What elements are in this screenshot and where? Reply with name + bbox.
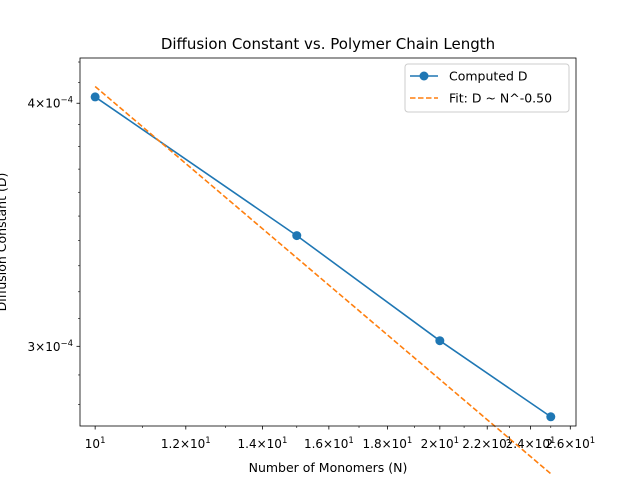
x-tick-label: 1.4×101	[238, 436, 288, 451]
y-axis-ticks: 4×10−4 3×10−4	[28, 61, 80, 405]
y-tick-label: 4×10−4	[28, 96, 74, 111]
legend-box	[404, 63, 570, 113]
legend-label-computed: Computed D	[449, 69, 528, 84]
data-point	[292, 231, 302, 241]
chart-title: Diffusion Constant vs. Polymer Chain Len…	[161, 35, 495, 53]
legend: Computed D Fit: D ~ N^-0.50	[404, 63, 570, 113]
axes-frame	[79, 57, 577, 427]
x-tick-label: 1.6×101	[304, 436, 354, 451]
x-axis-ticks: 101 1.2×101 1.4×101 1.6×101 1.8×101 2×101 2.2×…	[85, 426, 595, 451]
x-tick-label: 1.2×101	[161, 436, 211, 451]
series-layer	[90, 85, 556, 475]
x-tick-label: 2.2×101	[462, 436, 512, 451]
legend-marker-computed	[419, 71, 429, 81]
data-point	[435, 336, 445, 346]
series-fit-line	[94, 85, 552, 475]
x-tick-label: 2.4×101	[506, 436, 556, 451]
data-point	[546, 412, 556, 422]
legend-label-fit: Fit: D ~ N^-0.50	[449, 91, 552, 106]
x-tick-label: 1.8×101	[363, 436, 413, 451]
y-tick-label: 3×10−4	[28, 339, 74, 354]
x-axis-label: Number of Monomers (N)	[249, 460, 408, 475]
series-computed-line	[94, 96, 552, 418]
x-tick-label: 2×101	[421, 436, 459, 451]
data-point	[90, 92, 100, 102]
y-axis-label: Diffusion Constant (D)	[0, 173, 9, 312]
x-tick-label: 101	[85, 436, 106, 451]
x-tick-label: 2.6×101	[545, 436, 595, 451]
